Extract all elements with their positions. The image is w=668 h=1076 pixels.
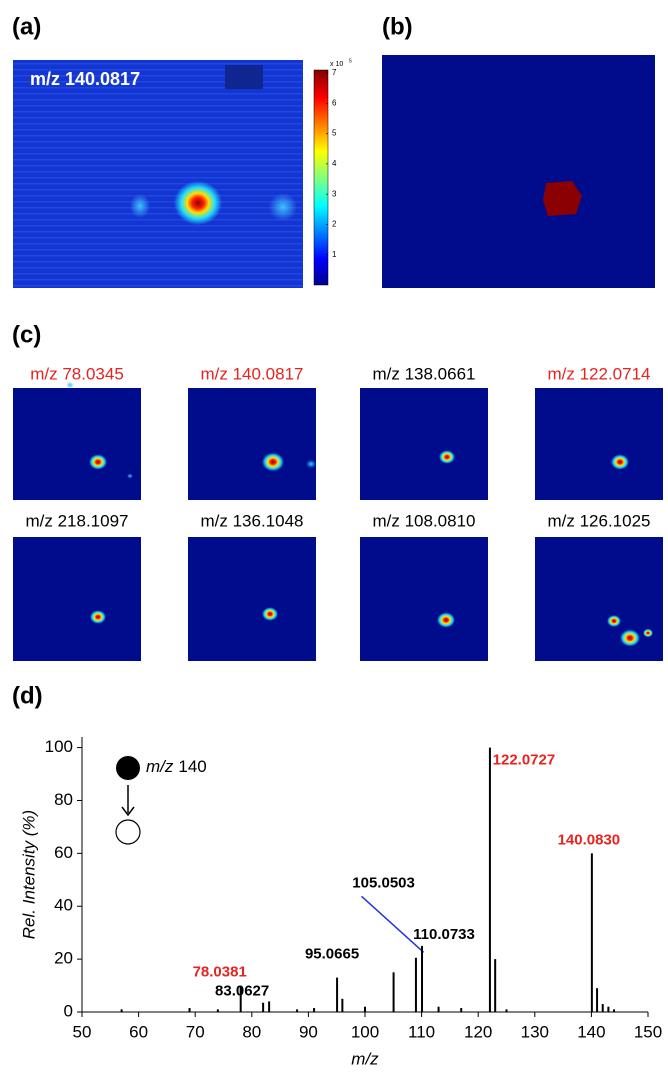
ion-image-tile: m/z 108.0810 [360, 511, 488, 661]
ion-image [535, 537, 663, 661]
colorbar-tick-label: 5 [332, 129, 337, 138]
image-feature [174, 181, 222, 225]
image-feature [620, 629, 640, 647]
ion-label: m/z 138.0661 [372, 364, 475, 383]
image-feature [643, 628, 653, 638]
x-tick-label: 150 [634, 1022, 662, 1041]
ion-label: m/z 126.1025 [547, 511, 650, 530]
ion-image-tile: m/z 126.1025 [535, 511, 663, 661]
ion-image [360, 388, 488, 500]
peak-label: 78.0381 [193, 964, 247, 981]
y-tick-label: 100 [45, 737, 73, 756]
x-tick-label: 110 [408, 1022, 435, 1041]
ion-label: m/z 78.0345 [30, 364, 124, 383]
x-axis-title: m/z [351, 1049, 379, 1068]
x-tick-label: 90 [299, 1022, 318, 1041]
peak-label: 83.0627 [215, 982, 269, 999]
ion-label: m/z 108.0810 [372, 511, 475, 530]
image-feature [262, 607, 278, 621]
y-axis-title: Rel. Intensity (%) [19, 810, 38, 939]
x-tick-label: 80 [242, 1022, 261, 1041]
ion-image [188, 388, 316, 500]
ion-label: m/z 122.0714 [547, 364, 650, 383]
colorbar-tick-label: 4 [332, 159, 337, 168]
image-feature [306, 459, 316, 469]
precursor-dot [116, 756, 140, 780]
colorbar-tick-label: 7 [332, 68, 337, 77]
panel-label: (a) [12, 13, 41, 40]
mask-region [543, 181, 582, 216]
ion-image [13, 388, 141, 500]
peak-label: 122.0727 [493, 752, 556, 769]
image-feature [269, 193, 297, 221]
ion-label: m/z 218.1097 [25, 511, 128, 530]
ion-image-tile: m/z 138.0661 [360, 364, 488, 500]
panel-label: (c) [12, 321, 41, 348]
ion-image-tile: m/z 218.1097 [13, 511, 141, 661]
ion-image [13, 537, 141, 661]
ion-image [13, 60, 303, 288]
colorbar-exponent: 5 [349, 58, 352, 64]
y-tick-label: 40 [54, 896, 73, 915]
image-feature [225, 65, 263, 89]
ion-image-tile: m/z 136.1048 [188, 511, 316, 661]
ion-label: m/z 140.0817 [200, 364, 303, 383]
x-tick-label: 130 [521, 1022, 549, 1041]
ion-image [535, 388, 663, 500]
colorbar-scale: x 10 [330, 61, 343, 68]
x-tick-label: 50 [73, 1022, 92, 1041]
colorbar-tick-label: 3 [332, 189, 337, 198]
x-tick-label: 70 [186, 1022, 205, 1041]
peak-label: 140.0830 [558, 831, 621, 848]
image-feature [130, 194, 150, 218]
image-feature [127, 473, 133, 479]
x-tick-label: 60 [129, 1022, 148, 1041]
peak-label: 105.0503 [352, 874, 415, 891]
panel-label: (b) [382, 13, 413, 40]
precursor-label: m/z 140 [146, 757, 207, 776]
peak-label: 110.0733 [413, 926, 475, 943]
image-feature [607, 615, 621, 627]
panel-d-icon [115, 756, 141, 845]
x-tick-label: 120 [464, 1022, 492, 1041]
image-feature [90, 610, 106, 624]
fragment-dot [115, 819, 141, 845]
image-feature [262, 452, 284, 472]
colorbar-tick-label: 1 [332, 250, 337, 259]
image-feature [611, 454, 629, 470]
image-feature [437, 612, 455, 628]
y-tick-label: 0 [64, 1001, 73, 1020]
panel-b [382, 55, 655, 288]
leader-line [361, 895, 425, 953]
colorbar [313, 69, 329, 286]
panel-label: (d) [12, 682, 43, 709]
colorbar-tick-label: 6 [332, 98, 337, 107]
image-feature [89, 454, 107, 470]
y-tick-label: 60 [54, 843, 73, 862]
ion-image [360, 537, 488, 661]
precursor-mz: m/z [146, 757, 174, 776]
ion-image-tile: m/z 78.0345 [13, 364, 141, 500]
ion-label: m/z 140.0817 [30, 69, 140, 89]
y-tick-label: 20 [54, 949, 73, 968]
peak-label: 95.0665 [305, 946, 359, 963]
image-feature [439, 450, 455, 464]
precursor-value: 140 [178, 757, 206, 776]
ion-image-tile: m/z 140.0817 [188, 364, 316, 500]
image-feature [66, 381, 74, 389]
x-tick-label: 100 [351, 1022, 379, 1041]
ion-image-tile: m/z 122.0714 [535, 364, 663, 500]
y-tick-label: 80 [54, 790, 73, 809]
ion-image [188, 537, 316, 661]
panel-a [13, 60, 329, 288]
colorbar-tick-label: 2 [332, 220, 337, 229]
ion-label: m/z 136.1048 [200, 511, 303, 530]
arrow-head [121, 806, 135, 817]
x-tick-label: 140 [577, 1022, 605, 1041]
mask-image [382, 55, 655, 288]
